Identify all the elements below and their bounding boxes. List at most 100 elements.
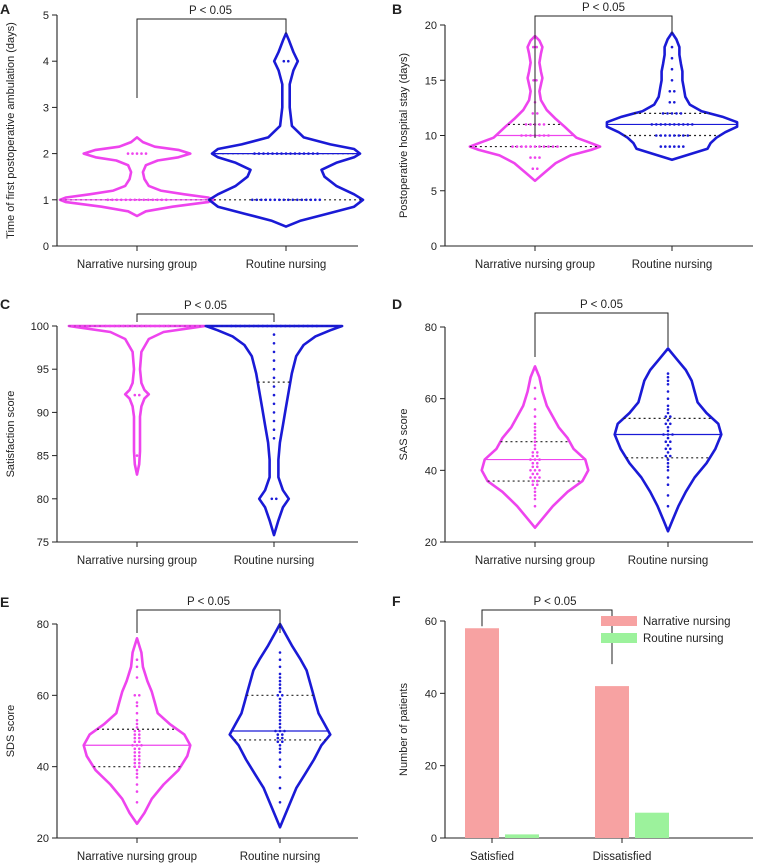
data-point [133, 198, 137, 202]
y-tick-label: 40 [37, 762, 49, 774]
violin-outline [58, 136, 216, 218]
data-point [131, 152, 134, 155]
violin-series-routine [605, 31, 739, 162]
panel-letter: E [0, 594, 9, 610]
data-point [272, 385, 276, 388]
data-point [542, 123, 546, 126]
data-point [315, 324, 319, 328]
data-point [520, 145, 523, 148]
data-point [673, 101, 676, 104]
data-point [670, 79, 674, 82]
data-point [135, 801, 139, 804]
data-point [531, 167, 535, 170]
data-point [291, 198, 295, 202]
data-point [538, 476, 541, 479]
data-point [243, 324, 247, 328]
data-point [273, 198, 277, 202]
significance-bracket [534, 312, 669, 357]
y-tick-label: 60 [425, 616, 437, 628]
data-point [131, 744, 134, 747]
data-point [668, 90, 672, 93]
data-point [538, 469, 541, 472]
data-point [252, 324, 256, 328]
data-point [533, 444, 537, 447]
significance-label: P < 0.05 [187, 596, 230, 608]
data-point [255, 198, 259, 202]
data-point [533, 386, 537, 390]
data-point [686, 123, 690, 126]
data-point [135, 772, 139, 776]
y-tick-label: 75 [37, 537, 49, 549]
data-point [272, 411, 276, 414]
data-point [135, 722, 139, 726]
data-point [234, 324, 238, 328]
data-point [278, 686, 282, 690]
data-point [664, 415, 668, 418]
data-point [536, 483, 539, 487]
data-point [538, 156, 541, 159]
panel-a: A 0 1 2 3 4 5 Time of first postoperative ambul… [0, 1, 365, 271]
data-point [536, 454, 539, 458]
data-point [278, 758, 282, 761]
data-point [138, 694, 141, 697]
data-point [664, 422, 668, 426]
data-point [138, 754, 141, 758]
data-point [278, 658, 282, 661]
data-point [156, 198, 159, 202]
data-point [278, 701, 282, 704]
x-category-label: Routine nursing [628, 555, 709, 567]
data-point [135, 744, 139, 747]
legend-label: Routine nursing [643, 633, 724, 645]
data-point [302, 324, 305, 328]
data-point [666, 436, 670, 440]
y-tick-label: 15 [425, 75, 437, 87]
violin-outline [82, 637, 192, 825]
data-point [160, 198, 164, 202]
data-point [278, 690, 282, 694]
violin-outline [480, 365, 590, 529]
legend-label: Narrative nursing [643, 616, 731, 628]
data-point [666, 451, 670, 454]
data-point [664, 145, 667, 148]
data-point [650, 123, 654, 126]
data-point [272, 359, 276, 362]
data-point [261, 324, 265, 328]
data-point [666, 461, 670, 465]
data-point [529, 476, 532, 479]
data-point [278, 708, 282, 711]
data-point [655, 123, 658, 126]
panel-f: F 0 20 40 60 Number of patients Satisfied Dissa… [392, 593, 753, 863]
data-point [664, 454, 668, 458]
data-point [138, 751, 141, 754]
y-tick-label: 85 [37, 451, 49, 463]
violin-outline [67, 324, 207, 476]
data-point [278, 726, 282, 729]
data-point [293, 152, 297, 155]
data-point [276, 740, 280, 743]
data-point [270, 497, 274, 501]
data-point [144, 324, 148, 328]
data-point [533, 476, 537, 479]
x-category-label: Routine nursing [240, 851, 321, 863]
data-point [533, 426, 537, 429]
data-point [115, 198, 119, 202]
data-point [538, 458, 541, 461]
data-point [135, 783, 139, 786]
data-point [666, 465, 670, 469]
data-point [278, 665, 282, 669]
data-point [669, 447, 672, 451]
data-point [269, 198, 272, 202]
bar-narrative [465, 628, 499, 838]
data-point [666, 112, 669, 115]
data-point [126, 152, 130, 155]
data-point [524, 123, 528, 126]
data-point [272, 437, 276, 440]
data-point [124, 198, 128, 202]
data-point [666, 429, 670, 433]
data-point [533, 436, 537, 440]
significance-label: P < 0.05 [580, 299, 623, 311]
panel-letter: B [392, 1, 402, 17]
data-point [529, 134, 532, 137]
data-point [531, 454, 535, 458]
